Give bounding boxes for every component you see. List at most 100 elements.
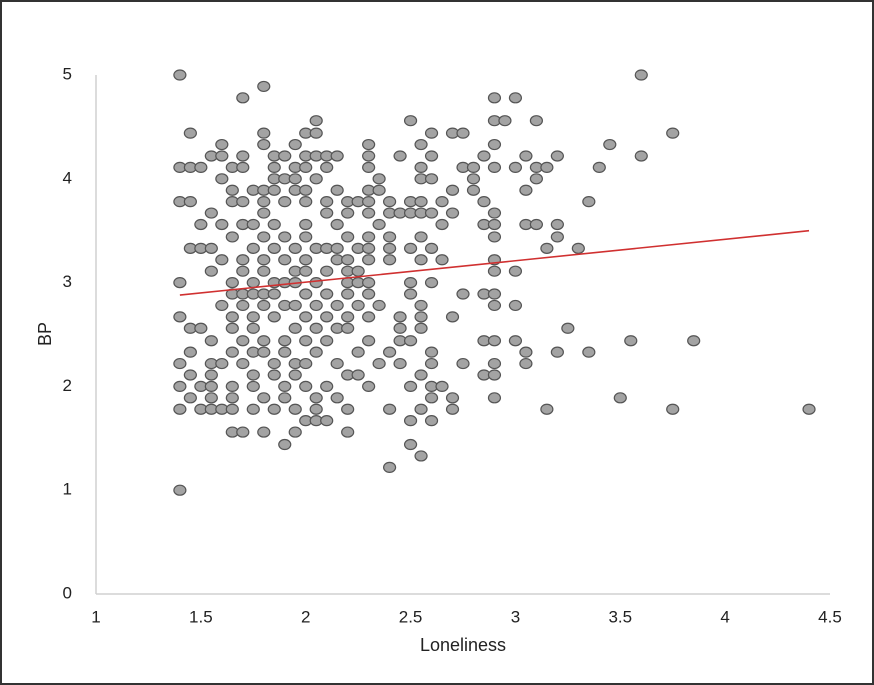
scatter-point — [424, 173, 439, 185]
scatter-point — [215, 150, 229, 162]
scatter-point — [435, 254, 449, 266]
scatter-point — [561, 322, 575, 334]
scatter-point — [183, 369, 197, 381]
scatter-point — [267, 357, 281, 370]
scatter-point — [362, 277, 376, 289]
scatter-point — [236, 299, 250, 312]
scatter-point — [571, 242, 585, 254]
scatter-point — [634, 150, 648, 162]
scatter-point — [320, 161, 334, 173]
scatter-point — [309, 322, 323, 334]
scatter-point — [288, 173, 302, 185]
scatter-point — [487, 392, 502, 404]
scatter-point — [288, 138, 302, 151]
scatter-point — [278, 150, 292, 162]
scatter-point — [246, 242, 260, 254]
scatter-point — [582, 346, 596, 358]
scatter-point — [225, 346, 239, 358]
scatter-point — [456, 127, 470, 139]
scatter-point — [508, 161, 523, 173]
scatter-point — [445, 392, 460, 404]
scatter-point — [246, 311, 260, 323]
scatter-point — [267, 403, 281, 415]
scatter-point — [194, 322, 208, 334]
scatter-point — [225, 231, 239, 243]
scatter-point — [299, 311, 313, 323]
scatter-point — [278, 392, 292, 404]
x-tick-label: 2 — [301, 607, 310, 626]
scatter-point — [341, 311, 355, 323]
scatter-point — [183, 196, 197, 208]
scatter-point — [351, 346, 365, 358]
scatter-point — [288, 403, 302, 415]
scatter-point — [341, 207, 355, 219]
scatter-point — [288, 322, 302, 334]
scatter-point — [445, 311, 460, 323]
scatter-point — [519, 150, 533, 162]
scatter-point — [477, 150, 491, 162]
scatter-point — [519, 357, 533, 370]
scatter-point — [246, 218, 260, 231]
scatter-point — [309, 115, 323, 127]
scatter-point — [529, 218, 544, 231]
scatter-point — [309, 346, 323, 358]
scatter-point — [330, 218, 344, 231]
scatter-point — [424, 127, 439, 139]
x-tick-label: 1 — [91, 607, 100, 626]
scatter-point — [403, 242, 418, 254]
scatter-point — [267, 311, 281, 323]
scatter-point — [183, 346, 197, 358]
scatter-point — [215, 299, 229, 312]
scatter-point — [299, 218, 313, 231]
scatter-point — [173, 380, 187, 392]
scatter-point — [299, 380, 313, 392]
scatter-point — [414, 196, 428, 208]
x-tick-label: 2.5 — [399, 607, 423, 626]
scatter-point — [445, 184, 460, 196]
scatter-point — [403, 288, 418, 300]
scatter-point — [550, 218, 564, 231]
scatter-point — [487, 335, 502, 347]
scatter-point — [424, 357, 439, 370]
scatter-point — [341, 426, 355, 438]
x-tick-label: 3.5 — [608, 607, 632, 626]
scatter-point — [445, 207, 460, 219]
scatter-point — [393, 150, 407, 162]
scatter-point — [414, 138, 428, 151]
scatter-point — [341, 254, 355, 266]
scatter-point — [393, 322, 407, 334]
x-axis-title: Loneliness — [420, 635, 506, 655]
scatter-point — [236, 150, 250, 162]
scatter-point — [487, 288, 502, 300]
scatter-point — [320, 415, 334, 427]
scatter-point — [435, 218, 449, 231]
scatter-point — [550, 231, 564, 243]
scatter-point — [236, 335, 250, 347]
scatter-point — [456, 288, 470, 300]
scatter-point — [330, 242, 344, 254]
scatter-point — [508, 92, 523, 104]
scatter-point — [519, 346, 533, 358]
scatter-point — [351, 299, 365, 312]
scatter-point — [278, 196, 292, 208]
scatter-point — [372, 173, 386, 185]
scatter-point — [299, 357, 313, 370]
scatter-point — [383, 403, 397, 415]
scatter-point — [624, 335, 638, 347]
scatter-point — [225, 311, 239, 323]
scatter-point — [529, 115, 544, 127]
x-tick-label: 1.5 — [189, 607, 213, 626]
scatter-point — [634, 69, 648, 81]
scatter-point — [403, 277, 418, 289]
scatter-point — [215, 254, 229, 266]
scatter-point — [362, 288, 376, 300]
scatter-point — [445, 403, 460, 415]
scatter-point — [225, 403, 239, 415]
scatter-point — [582, 196, 596, 208]
scatter-point — [320, 196, 334, 208]
scatter-point — [246, 380, 260, 392]
scatter-point — [466, 184, 481, 196]
scatter-point — [257, 196, 271, 208]
scatter-point — [424, 392, 439, 404]
